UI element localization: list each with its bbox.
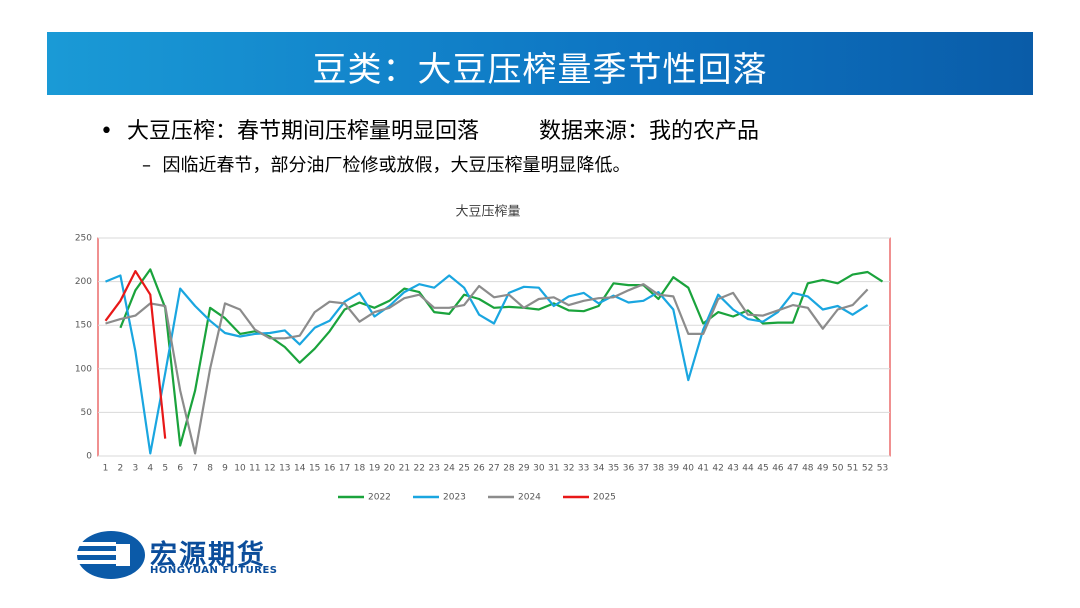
x-tick-label: 23 (428, 464, 439, 474)
x-tick-label: 10 (234, 464, 246, 474)
x-tick-label: 31 (548, 464, 559, 474)
header-band: 豆类：大豆压榨量季节性回落 (47, 32, 1033, 95)
x-tick-label: 5 (162, 464, 168, 474)
x-tick-label: 7 (192, 464, 198, 474)
x-tick-label: 15 (309, 464, 320, 474)
x-tick-label: 13 (279, 464, 290, 474)
x-tick-label: 39 (668, 464, 680, 474)
legend-label: 2022 (368, 493, 391, 503)
x-tick-label: 51 (847, 464, 858, 474)
x-tick-label: 33 (578, 464, 589, 474)
x-tick-label: 46 (772, 464, 784, 474)
x-tick-label: 14 (294, 464, 306, 474)
plot-frame (97, 237, 891, 457)
x-tick-label: 28 (503, 464, 515, 474)
legend-label: 2024 (518, 493, 541, 503)
x-tick-label: 45 (757, 464, 768, 474)
x-tick-label: 4 (147, 464, 153, 474)
bullet-text: 大豆压榨：春节期间压榨量明显回落 (126, 119, 479, 144)
x-tick-label: 24 (443, 464, 455, 474)
x-tick-label: 27 (488, 464, 499, 474)
x-tick-label: 38 (653, 464, 665, 474)
x-tick-label: 49 (817, 464, 829, 474)
x-tick-label: 32 (563, 464, 574, 474)
x-tick-label: 30 (533, 464, 545, 474)
x-tick-label: 52 (862, 464, 873, 474)
y-tick-label: 250 (75, 234, 92, 244)
x-tick-label: 12 (264, 464, 275, 474)
sub-bullet: – 因临近春节，部分油厂检修或放假，大豆压榨量明显降低。 (142, 155, 631, 176)
x-tick-label: 50 (832, 464, 844, 474)
x-tick-label: 43 (727, 464, 738, 474)
bullet: • 大豆压榨：春节期间压榨量明显回落 数据来源：我的农产品 (100, 119, 759, 144)
x-tick-label: 41 (697, 464, 708, 474)
x-tick-label: 40 (683, 464, 695, 474)
x-tick-label: 17 (339, 464, 350, 474)
y-tick-label: 200 (75, 277, 92, 287)
x-tick-label: 53 (877, 464, 888, 474)
x-tick-label: 11 (249, 464, 260, 474)
y-tick-label: 0 (86, 452, 92, 462)
x-tick-label: 29 (518, 464, 530, 474)
x-tick-label: 42 (712, 464, 723, 474)
x-tick-label: 8 (207, 464, 213, 474)
y-tick-label: 150 (75, 321, 92, 331)
y-tick-label: 50 (81, 408, 93, 418)
sub-bullet-text: 因临近春节，部分油厂检修或放假，大豆压榨量明显降低。 (162, 155, 631, 176)
x-tick-label: 22 (414, 464, 425, 474)
x-tick-label: 9 (222, 464, 228, 474)
series-line (104, 270, 167, 439)
x-tick-label: 21 (399, 464, 410, 474)
logo-icon (76, 531, 145, 579)
x-tick-label: 18 (354, 464, 366, 474)
x-tick-label: 19 (369, 464, 381, 474)
x-tick-label: 26 (473, 464, 485, 474)
x-tick-label: 16 (324, 464, 336, 474)
x-tick-label: 37 (638, 464, 649, 474)
legend-label: 2025 (593, 493, 616, 503)
y-tick-label: 100 (75, 364, 92, 374)
x-tick-label: 1 (103, 464, 109, 474)
x-tick-label: 20 (384, 464, 396, 474)
series-line (105, 283, 869, 455)
series-line (105, 274, 869, 455)
x-tick-label: 44 (742, 464, 754, 474)
x-tick-label: 6 (177, 464, 183, 474)
x-tick-label: 3 (132, 464, 138, 474)
x-tick-label: 36 (623, 464, 635, 474)
logo-name: 宏源期货 (150, 540, 266, 571)
x-tick-label: 48 (802, 464, 814, 474)
slide-title: 豆类：大豆压榨量季节性回落 (312, 50, 768, 90)
logo-english: HONGYUAN FUTURES (150, 565, 278, 576)
x-tick-label: 47 (787, 464, 798, 474)
chart-title: 大豆压榨量 (455, 204, 520, 220)
source-note: 数据来源：我的农产品 (538, 119, 759, 144)
x-tick-label: 2 (118, 464, 124, 474)
x-tick-label: 25 (458, 464, 469, 474)
x-tick-label: 35 (608, 464, 619, 474)
x-tick-label: 34 (593, 464, 605, 474)
legend-label: 2023 (443, 493, 466, 503)
